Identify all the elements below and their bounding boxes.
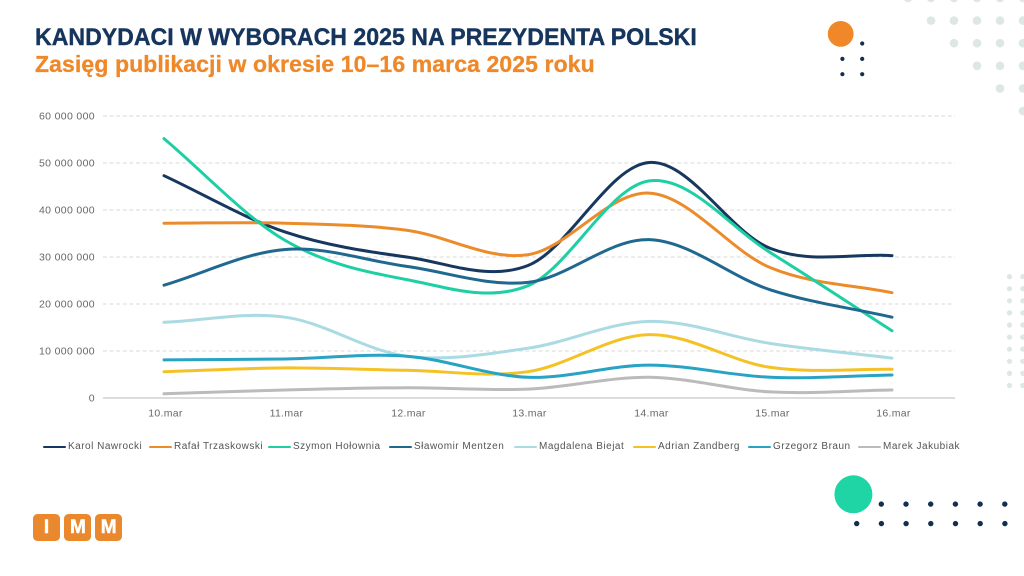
svg-text:14.mar: 14.mar — [634, 408, 669, 420]
svg-text:50 000 000: 50 000 000 — [39, 158, 95, 170]
svg-text:13.mar: 13.mar — [512, 408, 547, 420]
svg-text:0: 0 — [89, 393, 95, 405]
svg-text:10 000 000: 10 000 000 — [39, 346, 95, 358]
svg-text:11.mar: 11.mar — [270, 408, 304, 420]
svg-text:60 000 000: 60 000 000 — [39, 111, 95, 123]
svg-text:16.mar: 16.mar — [876, 408, 911, 420]
svg-text:40 000 000: 40 000 000 — [39, 205, 95, 217]
svg-text:10.mar: 10.mar — [148, 408, 183, 420]
svg-text:30 000 000: 30 000 000 — [39, 252, 95, 264]
svg-text:15.mar: 15.mar — [755, 408, 790, 420]
svg-text:12.mar: 12.mar — [391, 408, 426, 420]
svg-text:20 000 000: 20 000 000 — [39, 299, 95, 311]
